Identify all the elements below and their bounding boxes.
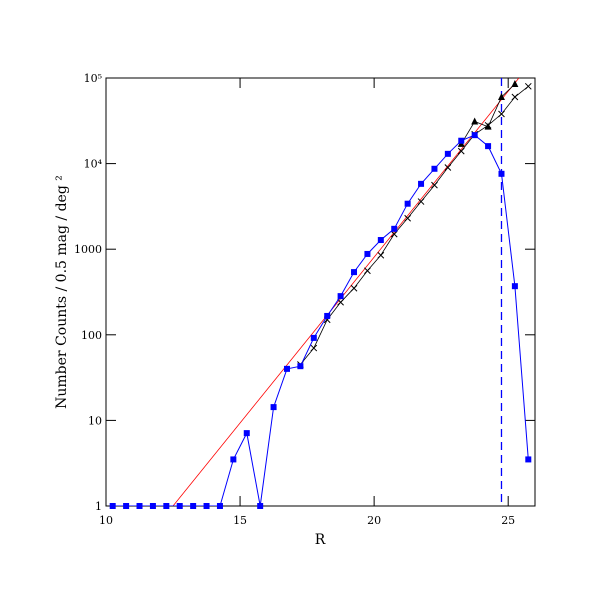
x-tick-label: 15 — [233, 514, 247, 527]
point — [324, 312, 331, 319]
point — [337, 293, 344, 300]
point — [257, 503, 264, 509]
y-tick-label: 10⁴ — [84, 158, 103, 171]
point — [444, 150, 451, 157]
y-tick-label: 100 — [81, 329, 102, 342]
y-tick-label: 1000 — [74, 243, 102, 256]
point — [457, 147, 465, 155]
series-line — [172, 78, 520, 506]
point — [310, 334, 317, 341]
point — [216, 503, 223, 509]
series-line — [112, 134, 529, 506]
y-axis-label: Number Counts / 0.5 mag / deg ² — [54, 175, 70, 409]
point — [404, 200, 411, 207]
point — [391, 225, 398, 232]
point — [417, 198, 425, 205]
y-tick-label: 1 — [95, 500, 102, 513]
point — [109, 503, 116, 509]
x-tick-label: 10 — [99, 514, 113, 527]
point — [377, 237, 384, 244]
point — [484, 122, 492, 130]
point — [471, 132, 478, 139]
point — [404, 214, 411, 222]
x-tick-label: 25 — [501, 514, 515, 527]
point — [176, 503, 183, 509]
point — [190, 503, 197, 509]
point — [270, 404, 277, 411]
point — [149, 503, 156, 509]
x-tick-label: 20 — [367, 514, 381, 527]
point — [243, 430, 250, 437]
point — [418, 180, 425, 187]
point — [471, 117, 479, 125]
plot-frame — [105, 77, 536, 507]
point — [364, 267, 371, 275]
point — [511, 93, 519, 101]
point — [444, 164, 452, 171]
point — [497, 92, 505, 100]
y-tick-label: 10⁵ — [84, 72, 102, 85]
point — [337, 298, 344, 306]
point — [136, 503, 143, 509]
point — [511, 283, 518, 290]
point — [351, 269, 358, 276]
point — [163, 503, 170, 509]
point — [203, 503, 210, 509]
point — [283, 365, 290, 372]
point — [498, 110, 505, 118]
point — [524, 82, 532, 90]
point — [485, 143, 492, 150]
point — [297, 363, 304, 370]
point — [230, 456, 237, 463]
point — [123, 503, 130, 509]
point — [350, 284, 358, 292]
point — [511, 80, 519, 88]
point — [310, 344, 318, 352]
series-line — [300, 85, 529, 365]
x-axis-label: R — [315, 532, 326, 548]
point — [377, 251, 385, 259]
y-tick-label: 10 — [88, 414, 102, 427]
point — [525, 456, 532, 463]
point — [431, 181, 438, 189]
point — [431, 165, 438, 172]
point — [364, 250, 371, 257]
point — [498, 170, 505, 177]
point — [458, 137, 465, 144]
point — [390, 230, 398, 238]
